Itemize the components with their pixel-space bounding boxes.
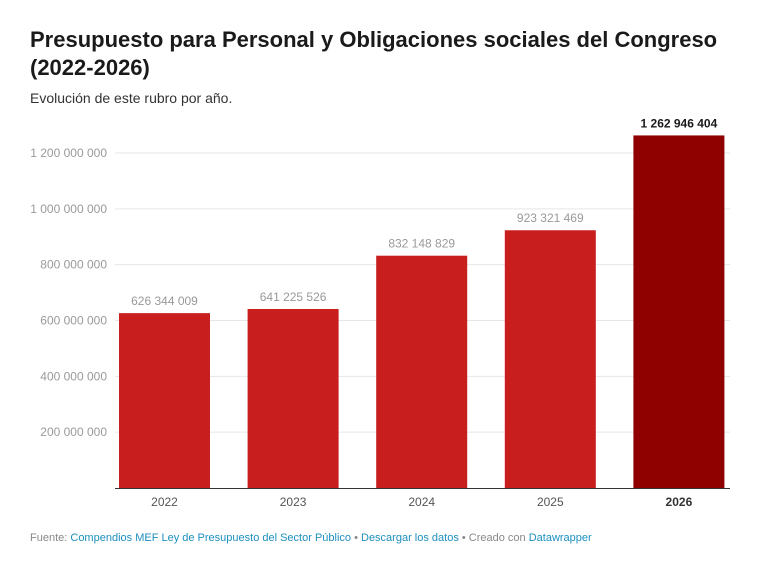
y-tick-label: 600 000 000 bbox=[40, 314, 107, 328]
value-label-2026: 1 262 946 404 bbox=[641, 116, 718, 130]
value-label-2024: 832 148 829 bbox=[388, 237, 455, 251]
y-tick-label: 1 200 000 000 bbox=[30, 146, 107, 160]
bar-2022 bbox=[119, 313, 210, 488]
created-with-text: • Creado con bbox=[458, 532, 529, 544]
chart-title: Presupuesto para Personal y Obligaciones… bbox=[30, 27, 718, 80]
y-tick-label: 1 000 000 000 bbox=[30, 202, 107, 216]
source-label: Fuente: bbox=[30, 532, 68, 544]
y-tick-label: 800 000 000 bbox=[40, 258, 107, 272]
bar-2025 bbox=[504, 230, 596, 488]
x-tick-label-2024: 2024 bbox=[408, 495, 435, 509]
chart-subtitle: Evolución de este rubro por año. bbox=[30, 90, 233, 106]
value-label-2022: 626 344 009 bbox=[131, 294, 198, 308]
x-tick-label-2026: 2026 bbox=[666, 495, 693, 509]
bar-2026 bbox=[633, 135, 725, 488]
x-tick-label-2023: 2023 bbox=[280, 495, 307, 509]
bar-2024 bbox=[376, 255, 468, 488]
source-link[interactable]: Compendios MEF Ley de Presupuesto del Se… bbox=[70, 532, 352, 544]
separator: • bbox=[351, 532, 361, 544]
download-data-link[interactable]: Descargar los datos bbox=[361, 532, 459, 544]
y-tick-label: 400 000 000 bbox=[40, 369, 107, 383]
x-tick-label-2022: 2022 bbox=[151, 495, 178, 509]
bar-2023 bbox=[247, 308, 339, 488]
x-tick-label-2025: 2025 bbox=[537, 495, 564, 509]
value-label-2025: 923 321 469 bbox=[517, 211, 584, 225]
footer: Fuente: Compendios MEF Ley de Presupuest… bbox=[30, 532, 592, 544]
value-label-2023: 641 225 526 bbox=[260, 290, 327, 304]
y-tick-label: 200 000 000 bbox=[40, 425, 107, 439]
datawrapper-link[interactable]: Datawrapper bbox=[528, 532, 592, 544]
